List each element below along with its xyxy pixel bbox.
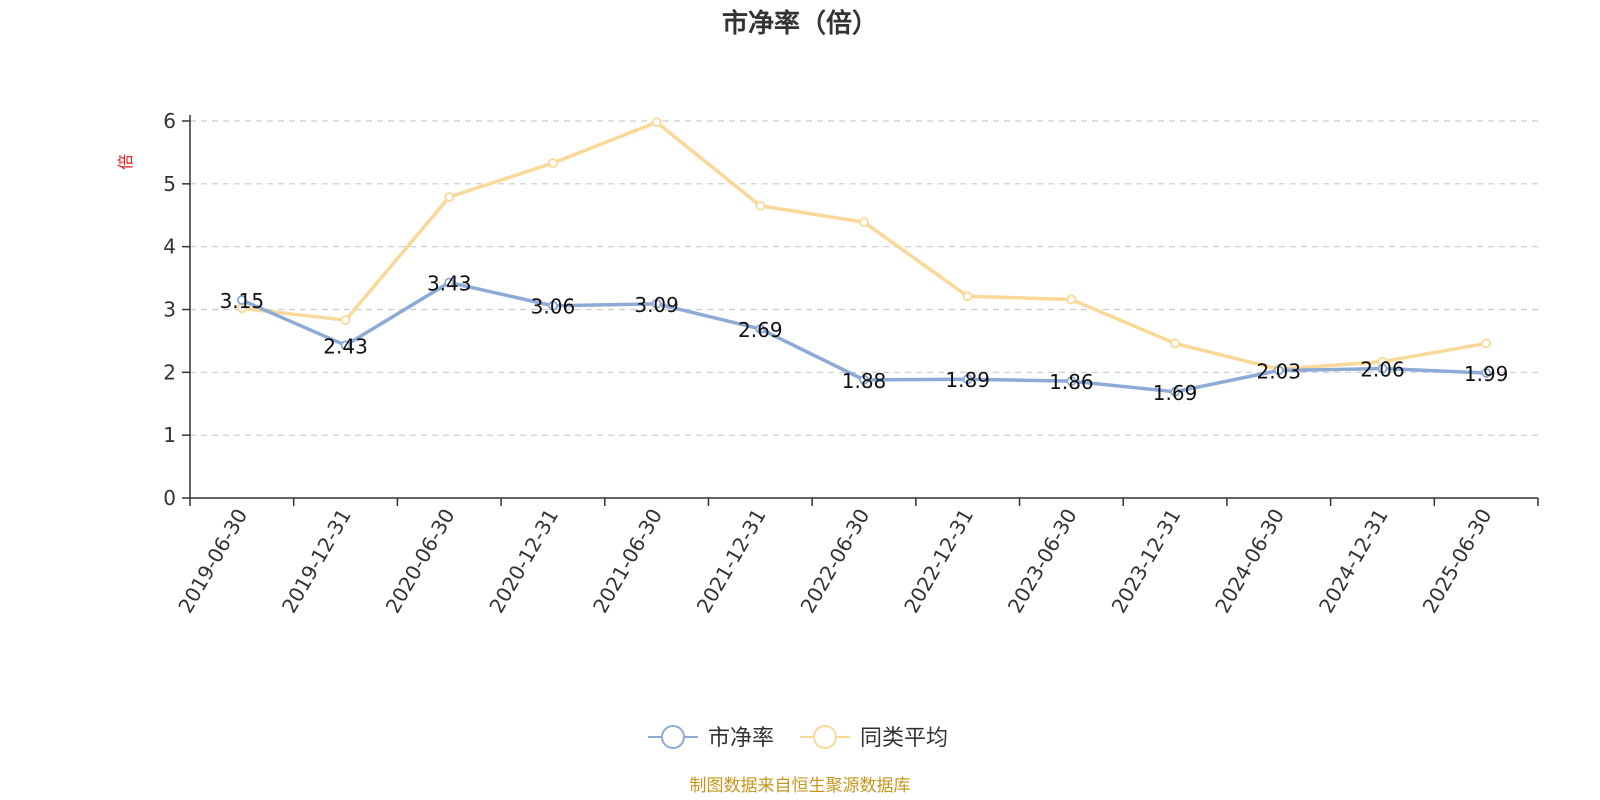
data-label: 2.03 — [1257, 359, 1302, 383]
series-layer — [236, 117, 1492, 397]
legend-label: 市净率 — [708, 726, 774, 751]
y-axis-ticks: 0 1 2 3 4 5 6 — [163, 109, 190, 510]
data-label: 3.43 — [427, 271, 472, 295]
data-point — [651, 117, 662, 128]
data-point — [444, 192, 455, 202]
data-point — [340, 315, 351, 326]
legend-marker — [813, 725, 837, 749]
data-label: 3.15 — [220, 289, 265, 313]
series-line — [240, 120, 1488, 371]
data-label: 3.06 — [531, 295, 576, 319]
data-point — [755, 324, 766, 334]
y-tick-label: 0 — [163, 486, 176, 510]
series-1 — [236, 277, 1492, 397]
legend: 市净率 同类平均 — [648, 725, 948, 751]
x-tick-label: 2019-06-30 — [173, 505, 252, 618]
data-point — [1066, 294, 1077, 305]
x-tick-label: 2023-06-30 — [1003, 505, 1082, 618]
data-point — [1066, 376, 1077, 387]
x-tick-label: 2019-12-31 — [277, 505, 356, 618]
data-label: 2.69 — [738, 318, 783, 342]
series-2 — [236, 117, 1492, 375]
axes — [189, 115, 1538, 499]
data-label: 1.86 — [1049, 370, 1094, 394]
data-point — [859, 374, 869, 385]
data-point — [1170, 386, 1180, 397]
data-point — [755, 200, 766, 211]
data-point — [548, 158, 558, 168]
data-label: 1.99 — [1464, 362, 1509, 386]
data-label: 2.06 — [1360, 358, 1405, 382]
y-axis-unit-label: 倍 — [116, 154, 135, 170]
data-point — [548, 300, 558, 311]
data-point — [651, 298, 662, 309]
x-tick-label: 2022-06-30 — [795, 505, 874, 618]
x-tick-label: 2024-12-31 — [1314, 505, 1393, 618]
data-label: 2.43 — [323, 334, 368, 358]
data-point — [1377, 363, 1388, 374]
y-tick-label: 2 — [163, 360, 176, 384]
data-labels: 3.15 2.43 3.43 3.06 3.09 2.69 1.88 1.89 1.86 1.69… — [220, 271, 1509, 404]
data-label: 3.09 — [634, 293, 679, 317]
legend-item-1: 市净率 — [648, 725, 774, 751]
x-axis-ticks: 2019-06-30 2019-12-31 2020-06-30 2020-12-31… — [173, 498, 1539, 618]
legend-label: 同类平均 — [860, 726, 948, 751]
x-tick-label: 2023-12-31 — [1107, 505, 1186, 618]
source-note: 制图数据来自恒生聚源数据库 — [690, 776, 911, 796]
data-point — [962, 374, 973, 385]
data-point — [340, 340, 351, 351]
x-tick-label: 2021-06-30 — [588, 505, 667, 618]
x-tick-label: 2020-06-30 — [381, 505, 460, 618]
data-point — [1170, 338, 1180, 349]
data-point — [236, 295, 247, 305]
y-tick-label: 5 — [163, 172, 176, 196]
legend-item-2: 同类平均 — [800, 725, 948, 751]
x-tick-label: 2020-12-31 — [484, 505, 563, 618]
y-tick-label: 1 — [163, 423, 176, 447]
data-label: 1.88 — [842, 369, 887, 393]
data-point — [1273, 365, 1284, 376]
data-point — [859, 217, 869, 228]
data-point — [444, 277, 455, 288]
data-label: 1.69 — [1153, 381, 1198, 405]
chart-title: 市净率（倍） — [722, 8, 878, 39]
y-tick-label: 6 — [163, 109, 176, 133]
data-point — [1481, 338, 1492, 349]
x-tick-label: 2022-12-31 — [899, 505, 978, 618]
data-point — [1481, 368, 1492, 378]
x-tick-label: 2021-12-31 — [692, 505, 771, 618]
data-point — [962, 291, 973, 302]
y-tick-label: 3 — [163, 298, 176, 322]
legend-marker — [661, 725, 685, 749]
y-tick-label: 4 — [163, 235, 176, 259]
x-tick-label: 2024-06-30 — [1210, 505, 1289, 618]
x-tick-label: 2025-06-30 — [1418, 505, 1497, 618]
grid-lines — [190, 120, 1538, 436]
data-label: 1.89 — [945, 368, 990, 392]
